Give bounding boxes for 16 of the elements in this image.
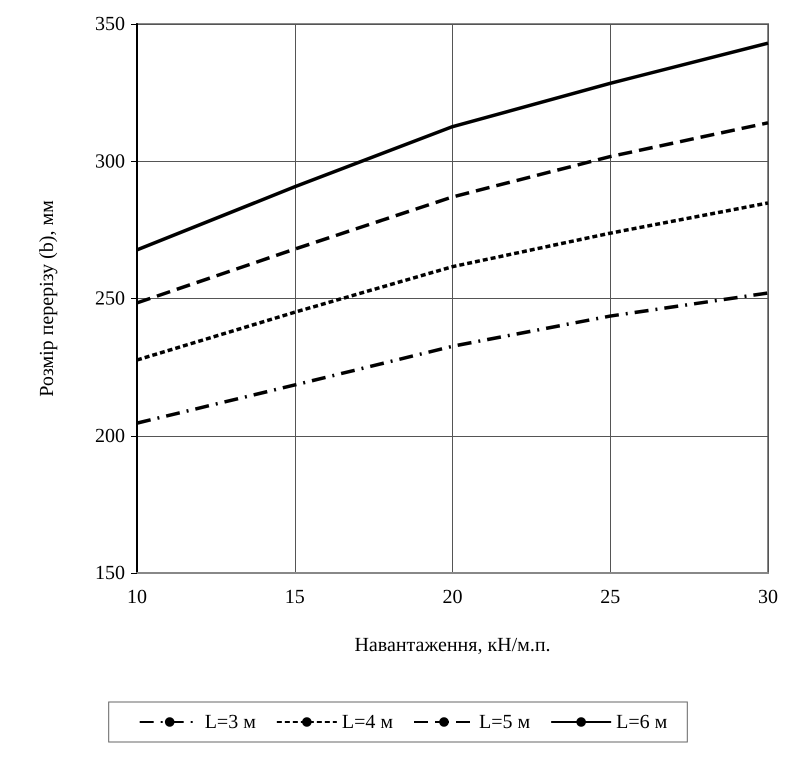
- x-tick-label: 15: [284, 586, 305, 608]
- legend-label: L=6 м: [616, 711, 668, 733]
- y-tick-label: 350: [95, 13, 125, 35]
- x-axis-title: Навантаження, кН/м.п.: [354, 634, 551, 656]
- legend-label: L=3 м: [204, 711, 256, 733]
- legend-label: L=5 м: [479, 711, 530, 733]
- x-tick-label: 25: [600, 586, 620, 608]
- y-tick-label: 200: [95, 424, 125, 447]
- y-tick-label: 300: [95, 150, 125, 172]
- y-axis-title: Розмір перерізу (b), мм: [36, 200, 58, 397]
- x-tick-label: 20: [442, 586, 462, 608]
- x-tick-label: 10: [127, 586, 147, 608]
- y-tick-label: 150: [95, 562, 125, 584]
- x-tick-label: 30: [758, 586, 778, 608]
- y-tick-label: 250: [95, 288, 125, 310]
- legend-label: L=4 м: [342, 711, 394, 733]
